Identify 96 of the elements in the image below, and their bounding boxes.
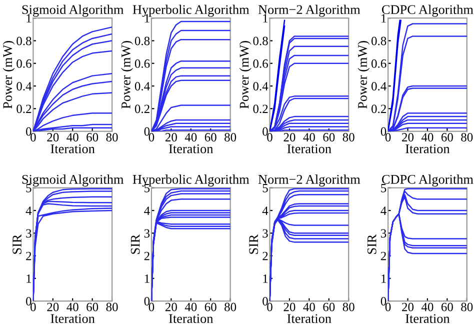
y-tick-label: 0 [26,297,32,306]
x-tick-label: 20 [47,302,59,312]
y-axis-title: Power (mW) [121,41,134,109]
y-tick-label: 3 [262,229,268,238]
x-tick-label: 80 [224,302,236,312]
y-tick-label: 0.2 [16,104,32,114]
x-tick-label: 80 [461,133,473,142]
x-tick-label: 20 [165,302,177,312]
y-tick-label: 1 [26,274,32,283]
y-tick-label: 5 [144,184,150,192]
y-tick-label: 5 [381,184,386,192]
y-tick-label: 0 [262,127,268,136]
y-tick-label: 1 [381,14,386,22]
y-tick-label: 0 [262,297,268,306]
y-axis-title: Power (mW) [358,41,370,109]
chart-title: Sigmoid Algorithm [22,174,124,187]
y-tick-label: 1 [381,274,386,283]
y-tick-label: 0.8 [371,36,386,46]
x-tick-label: 60 [204,302,216,312]
x-tick-label: 20 [47,133,59,142]
y-tick-label: 0.4 [16,82,32,91]
y-tick-label: 1 [263,14,268,22]
x-tick-label: 20 [402,302,414,312]
y-tick-label: 0.2 [371,104,386,114]
y-tick-label: 0.2 [253,104,268,114]
y-tick-label: 3 [144,229,150,238]
y-tick-label: 4 [144,206,150,215]
x-tick-label: 40 [184,133,197,142]
y-tick-label: 3 [380,229,386,238]
y-tick-label: 0.4 [253,82,268,91]
x-tick-label: 80 [106,302,118,312]
y-tick-label: 0.2 [134,104,150,114]
y-axis-title: Power (mW) [239,41,252,109]
y-tick-label: 0.6 [16,59,32,68]
y-tick-label: 0 [380,297,386,306]
x-axis-title: Iteration [50,144,95,154]
x-tick-label: 60 [204,133,216,142]
y-tick-label: 2 [380,252,386,260]
y-tick-label: 0.6 [134,59,150,68]
x-axis-title: Iteration [169,314,214,324]
x-tick-label: 20 [402,133,414,142]
x-tick-label: 80 [342,302,354,312]
x-axis-title: Iteration [50,314,95,324]
y-tick-label: 5 [26,184,32,192]
x-tick-label: 20 [284,133,296,142]
y-tick-label: 4 [26,206,32,215]
x-tick-label: 60 [441,302,453,312]
y-tick-label: 2 [26,252,32,260]
y-tick-label: 3 [26,229,32,238]
x-tick-label: 40 [421,133,434,142]
y-tick-label: 0.4 [134,82,150,91]
y-tick-label: 0 [26,127,32,136]
x-tick-label: 60 [441,133,453,142]
y-tick-label: 0.8 [253,36,268,46]
y-axis-title: SIR [130,234,140,254]
y-tick-label: 0.6 [253,59,268,68]
y-tick-label: 2 [262,252,268,260]
y-tick-label: 0.8 [16,36,32,46]
x-axis-title: Iteration [287,144,332,154]
y-axis-title: SIR [249,234,258,254]
x-tick-label: 40 [184,302,197,312]
y-tick-label: 4 [380,206,386,215]
x-tick-label: 80 [461,302,473,312]
x-tick-label: 40 [421,302,434,312]
y-tick-label: 0 [144,297,150,306]
x-tick-label: 60 [323,302,335,312]
y-tick-label: 2 [144,252,150,260]
y-tick-label: 4 [262,206,268,215]
x-tick-label: 40 [303,133,315,142]
x-tick-label: 80 [106,133,118,142]
x-tick-label: 80 [342,133,354,142]
x-tick-label: 40 [303,302,315,312]
x-axis-title: Iteration [406,314,450,324]
y-tick-label: 0 [144,127,150,136]
x-axis-title: Iteration [406,144,450,154]
chart-title: Hyperbolic Algorithm [132,174,250,187]
y-tick-label: 0 [380,127,386,136]
x-tick-label: 60 [323,133,335,142]
x-tick-label: 60 [86,133,98,142]
y-tick-label: 1 [263,274,268,283]
x-tick-label: 40 [66,302,78,312]
x-tick-label: 20 [165,133,177,142]
x-axis-title: Iteration [287,314,332,324]
y-axis-title: SIR [12,234,22,254]
x-tick-label: 60 [86,302,98,312]
y-axis-title: Power (mW) [2,41,15,109]
y-tick-label: 0.4 [371,82,386,91]
y-tick-label: 5 [262,184,268,192]
y-tick-label: 0.8 [134,36,150,46]
y-tick-label: 1 [144,274,150,283]
x-axis-title: Iteration [169,144,214,154]
y-axis-title: SIR [367,234,376,254]
x-tick-label: 40 [66,133,78,142]
x-tick-label: 20 [284,302,296,312]
x-tick-label: 80 [224,133,236,142]
y-tick-label: 0.6 [371,59,386,68]
